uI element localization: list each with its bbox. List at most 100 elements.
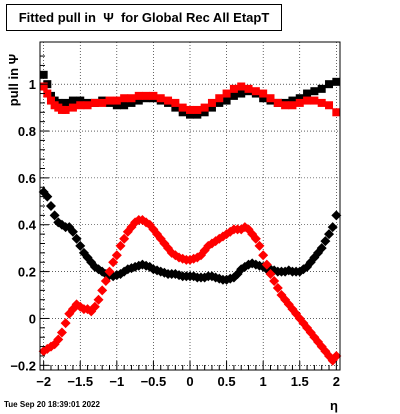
data-point — [90, 98, 99, 107]
data-point — [142, 91, 151, 100]
data-point — [111, 250, 122, 261]
data-point — [89, 301, 100, 312]
data-point — [104, 266, 115, 277]
x-tick-label: 0.5 — [218, 374, 236, 389]
data-markers — [38, 70, 342, 366]
data-point — [134, 91, 143, 100]
data-point — [303, 89, 312, 98]
data-point — [43, 89, 52, 98]
title-box — [6, 4, 282, 31]
axes-ticks: −2 −1.5 −1 −0.5 0 0.5 1 1.5 2 −0.2 0 0.2 0.4 0.6 0.8 1 — [10, 55, 340, 389]
data-point — [288, 101, 297, 110]
data-point — [237, 89, 246, 98]
data-point — [45, 201, 56, 211]
data-point — [112, 101, 121, 110]
data-point — [332, 77, 341, 86]
data-point — [325, 101, 334, 110]
data-point — [75, 240, 86, 251]
x-tick-label: −2 — [36, 374, 51, 389]
y-tick-label: −0.2 — [10, 358, 36, 373]
data-point — [164, 96, 173, 105]
data-point — [100, 275, 111, 286]
data-point — [193, 105, 202, 114]
data-point — [229, 91, 238, 100]
data-point — [244, 84, 253, 93]
data-point — [119, 266, 130, 277]
data-point — [46, 96, 55, 105]
data-point — [105, 96, 114, 105]
data-point — [237, 82, 246, 91]
data-point — [193, 110, 202, 119]
y-tick-label: 0.4 — [18, 218, 37, 233]
data-point — [272, 283, 283, 293]
y-axis-label: pull in Ψ — [6, 54, 21, 106]
data-point — [127, 98, 136, 107]
data-point — [273, 98, 282, 107]
data-point — [115, 240, 126, 251]
data-point — [76, 101, 85, 110]
data-point — [61, 105, 70, 114]
x-tick-label: 0 — [186, 374, 193, 389]
y-tick-label: 0.2 — [18, 265, 36, 280]
data-point — [67, 226, 78, 237]
data-point — [250, 233, 261, 244]
data-point — [60, 318, 71, 329]
data-point — [332, 108, 341, 117]
chart-title: Fitted pull in Ψ for Global Rec All Etap… — [18, 10, 270, 25]
data-point — [171, 103, 180, 112]
data-point — [331, 210, 342, 221]
data-point — [127, 94, 136, 103]
data-point — [254, 240, 265, 251]
x-tick-label: 2 — [333, 374, 340, 389]
data-point — [295, 94, 304, 103]
data-point — [178, 103, 187, 112]
data-point — [320, 236, 331, 247]
data-point — [266, 94, 275, 103]
data-point — [97, 285, 108, 296]
y-tick-label: 0.8 — [18, 124, 36, 139]
data-point — [325, 80, 334, 89]
data-point — [265, 268, 276, 279]
data-point — [310, 96, 319, 105]
data-point — [68, 103, 77, 112]
data-point — [149, 91, 158, 100]
data-point — [251, 87, 260, 96]
data-point — [288, 96, 297, 105]
data-point — [303, 96, 312, 105]
data-point — [310, 87, 319, 96]
data-point — [200, 108, 209, 117]
data-point — [93, 294, 104, 305]
data-point — [156, 94, 165, 103]
data-point — [317, 84, 326, 93]
data-point — [331, 350, 342, 361]
y-tick-label: 0.6 — [18, 171, 36, 186]
data-point — [98, 98, 107, 107]
data-point — [83, 101, 92, 110]
data-point — [42, 191, 53, 202]
data-point — [178, 108, 187, 117]
data-point — [269, 275, 280, 286]
data-point — [222, 96, 231, 105]
x-tick-label: −1 — [109, 374, 124, 389]
data-point — [261, 259, 272, 270]
x-axis-label: η — [330, 398, 338, 413]
data-point — [281, 101, 290, 110]
data-point — [207, 103, 216, 112]
x-tick-label: 1 — [260, 374, 267, 389]
x-tick-label: −1.5 — [67, 374, 93, 389]
data-point — [222, 89, 231, 98]
data-point — [200, 103, 209, 112]
data-point — [112, 96, 121, 105]
data-point — [108, 257, 119, 268]
data-point — [170, 250, 181, 261]
data-point — [120, 101, 129, 110]
data-point — [259, 94, 268, 103]
y-tick-label: 0 — [29, 311, 36, 326]
x-tick-label: 1.5 — [291, 374, 309, 389]
data-point — [71, 233, 82, 244]
data-point — [53, 334, 64, 345]
data-point — [120, 94, 129, 103]
data-point — [171, 98, 180, 107]
timestamp: Tue Sep 20 18:39:01 2022 — [4, 400, 100, 409]
